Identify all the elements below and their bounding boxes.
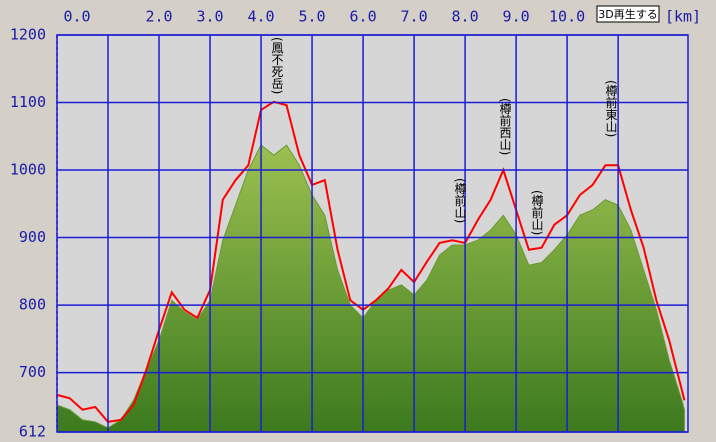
y-tick-label: 900 — [19, 228, 46, 246]
x-tick-label: 5.0 — [299, 8, 326, 26]
x-tick-label: 3.0 — [196, 8, 223, 26]
y-tick-label: 1200 — [10, 26, 46, 44]
y-tick-label: 1000 — [10, 161, 46, 179]
peak-label: (樽前東山) — [604, 80, 618, 137]
peak-label: (樽前山) — [453, 178, 467, 223]
x-tick-label: 2.0 — [145, 8, 172, 26]
y-tick-label: 1100 — [10, 93, 46, 111]
x-tick-label: 9.0 — [503, 8, 530, 26]
x-tick-label: 4.0 — [247, 8, 274, 26]
y-tick-label: 800 — [19, 296, 46, 314]
peak-label: (樽前山) — [530, 190, 544, 235]
x-axis-label: [km] — [665, 8, 701, 26]
x-tick-label: 10.0 — [549, 8, 585, 26]
replay-button[interactable]: 3D再生する — [596, 5, 660, 23]
peak-label: (鳳不死岳) — [270, 37, 284, 94]
x-tick-label: 8.0 — [452, 8, 479, 26]
x-tick-label: 7.0 — [401, 8, 428, 26]
plot-border — [56, 34, 689, 433]
x-tick-label: 6.0 — [350, 8, 377, 26]
peak-label: (樽前西山) — [498, 98, 512, 155]
y-tick-label: 700 — [19, 363, 46, 381]
button-frame[interactable] — [596, 5, 660, 23]
button-label[interactable]: 3D再生する — [598, 7, 657, 21]
y-tick-label: 612 — [19, 423, 46, 441]
track-line — [56, 100, 686, 423]
x-tick-label: 0.0 — [63, 8, 90, 26]
